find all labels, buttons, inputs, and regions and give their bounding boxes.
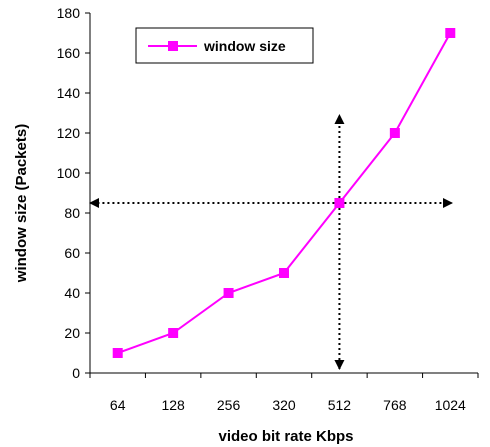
- data-point: [168, 328, 179, 338]
- x-tick-label: 64: [110, 397, 126, 413]
- y-ticks: 0 20 40 60 80 100 120 140 160 180: [57, 5, 90, 381]
- y-tick-label: 60: [64, 245, 80, 261]
- x-tick-label: 768: [383, 397, 407, 413]
- data-point: [112, 348, 123, 358]
- y-tick-label: 120: [57, 125, 81, 141]
- x-tick-label: 256: [217, 397, 241, 413]
- series-layer: [112, 28, 456, 358]
- legend-marker-sample: [168, 41, 178, 51]
- y-tick-label: 80: [64, 205, 80, 221]
- x-ticks: 64 128 256 320 512 768 1024: [89, 373, 479, 413]
- y-tick-label: 40: [64, 285, 80, 301]
- x-axis-label: video bit rate Kbps: [218, 428, 353, 445]
- y-tick-label: 100: [57, 165, 81, 181]
- y-tick-label: 20: [64, 325, 80, 341]
- y-tick-label: 160: [57, 45, 81, 61]
- axes: [89, 13, 478, 374]
- y-axis-label: window size (Packets): [13, 124, 30, 283]
- x-tick-label: 320: [272, 397, 296, 413]
- crosshair-annotation: [89, 114, 453, 370]
- x-tick-label: 1024: [435, 397, 466, 413]
- data-point: [445, 28, 456, 38]
- legend-label: window size: [203, 38, 286, 54]
- y-tick-label: 140: [57, 85, 81, 101]
- data-point: [223, 288, 234, 298]
- data-point: [389, 128, 400, 138]
- y-tick-label: 0: [72, 365, 80, 381]
- x-tick-label: 512: [328, 397, 352, 413]
- series-line: [117, 32, 452, 354]
- data-point: [279, 268, 289, 278]
- legend: window size: [135, 27, 314, 64]
- x-tick-label: 128: [161, 397, 185, 413]
- data-point: [334, 198, 345, 208]
- y-tick-label: 180: [57, 5, 81, 21]
